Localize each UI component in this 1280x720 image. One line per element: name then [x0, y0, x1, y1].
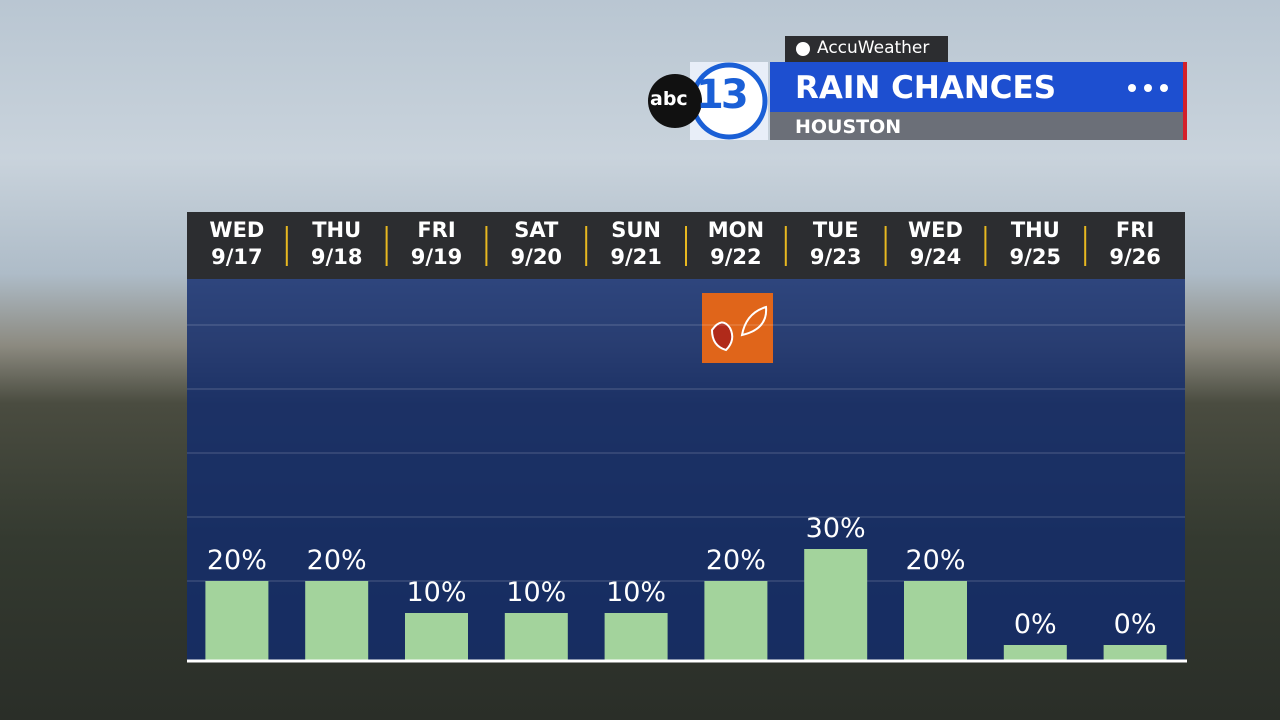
brand-tab — [785, 36, 948, 62]
network: abc — [650, 88, 688, 110]
x-tick-label: THU 9/18 — [310, 218, 363, 269]
subtitle-bar — [770, 112, 1185, 140]
dot — [1128, 84, 1136, 92]
provider: AccuWeather — [817, 38, 930, 58]
value-label: 20% — [306, 545, 367, 576]
bar — [305, 581, 369, 660]
sun-icon — [796, 42, 810, 56]
bar — [1003, 645, 1067, 660]
x-tick-label: WED 9/24 — [908, 218, 963, 269]
bar — [804, 549, 868, 660]
chart-subtitle: HOUSTON — [795, 116, 902, 138]
network-logo — [648, 74, 702, 128]
bar — [1103, 645, 1167, 660]
accent-edge — [1183, 62, 1187, 140]
chart-title: RAIN CHANCES — [795, 70, 1057, 106]
bar — [504, 613, 568, 660]
bar — [604, 613, 668, 660]
value-label: 30% — [805, 513, 866, 544]
x-tick-label: FRI 9/19 — [410, 218, 463, 269]
value-label: 10% — [506, 577, 567, 608]
dot — [1144, 84, 1152, 92]
bar — [904, 581, 967, 660]
value-label: 0% — [1013, 609, 1057, 640]
x-tick-label: WED 9/17 — [209, 218, 265, 269]
value-label: 10% — [606, 577, 667, 608]
leaf — [710, 321, 734, 352]
bar — [405, 613, 468, 660]
bar — [205, 581, 269, 660]
x-tick-label: FRI 9/26 — [1109, 218, 1161, 269]
leaf — [740, 305, 768, 337]
value-label: 20% — [705, 545, 766, 576]
bar — [704, 581, 768, 660]
value-label: 20% — [206, 545, 267, 576]
value-label: 0% — [1113, 609, 1157, 640]
x-tick-label: MON 9/22 — [707, 218, 765, 269]
title-bar — [770, 62, 1185, 112]
x-tick-label: SAT 9/20 — [510, 218, 563, 269]
channel: 13 — [696, 72, 749, 118]
value-label: 20% — [905, 545, 966, 576]
x-tick-label: THU 9/25 — [1009, 218, 1062, 269]
x-tick-label: SUN 9/21 — [610, 218, 662, 269]
dot — [1160, 84, 1168, 92]
x-tick-label: TUE 9/23 — [809, 218, 862, 269]
value-label: 10% — [406, 577, 467, 608]
